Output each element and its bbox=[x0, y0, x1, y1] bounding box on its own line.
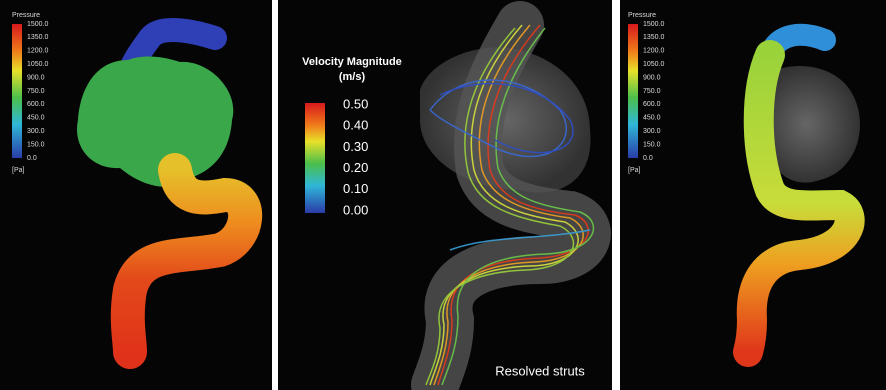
color-bar bbox=[628, 24, 638, 158]
legend-tick-label: 750.0 bbox=[643, 88, 661, 95]
middle-panel: Velocity Magnitude (m/s) Resolved struts bbox=[278, 0, 612, 390]
legend-tick-label: 1500.0 bbox=[643, 21, 665, 28]
legend-tick-label: 1500.0 bbox=[27, 21, 49, 28]
left-panel bbox=[0, 0, 272, 390]
legend-tick-label: 0.40 bbox=[343, 118, 368, 133]
legend-tick-label: 450.0 bbox=[27, 115, 45, 122]
color-bar bbox=[12, 24, 22, 158]
legend-tick-label: 1050.0 bbox=[643, 61, 665, 68]
caption: Resolved struts bbox=[495, 363, 585, 378]
legend-tick-label: 150.0 bbox=[27, 141, 45, 148]
legend-tick-label: 1200.0 bbox=[27, 48, 49, 55]
legend-tick-label: 300.0 bbox=[643, 128, 661, 135]
legend-unit: (m/s) bbox=[339, 71, 366, 83]
legend-tick-label: 0.20 bbox=[343, 160, 368, 175]
legend-tick-label: 1350.0 bbox=[27, 34, 49, 41]
legend-tick-label: 0.50 bbox=[343, 96, 368, 111]
legend-tick-label: 750.0 bbox=[27, 88, 45, 95]
legend-title: Velocity Magnitude bbox=[302, 56, 402, 68]
legend-tick-label: 450.0 bbox=[643, 115, 661, 122]
legend-tick-label: 600.0 bbox=[27, 101, 45, 108]
legend-tick-label: 1200.0 bbox=[643, 48, 665, 55]
legend-unit: [Pa] bbox=[628, 167, 641, 174]
legend-tick-label: 150.0 bbox=[643, 141, 661, 148]
legend-title: Pressure bbox=[628, 12, 656, 19]
legend-tick-label: 900.0 bbox=[27, 74, 45, 81]
legend-tick-label: 0.10 bbox=[343, 181, 368, 196]
legend-tick-label: 300.0 bbox=[27, 128, 45, 135]
figure: Velocity Magnitude (m/s) Resolved struts… bbox=[0, 0, 886, 390]
legend-tick-label: 0.0 bbox=[27, 155, 37, 162]
right-panel bbox=[620, 0, 886, 390]
legend-tick-label: 600.0 bbox=[643, 101, 661, 108]
legend-tick-label: 0.0 bbox=[643, 155, 653, 162]
legend-unit: [Pa] bbox=[12, 167, 25, 174]
legend-tick-label: 1350.0 bbox=[643, 34, 665, 41]
legend-tick-label: 0.30 bbox=[343, 139, 368, 154]
legend-tick-label: 900.0 bbox=[643, 74, 661, 81]
legend-title: Pressure bbox=[12, 12, 40, 19]
legend-tick-label: 0.00 bbox=[343, 202, 368, 217]
legend-tick-label: 1050.0 bbox=[27, 61, 49, 68]
